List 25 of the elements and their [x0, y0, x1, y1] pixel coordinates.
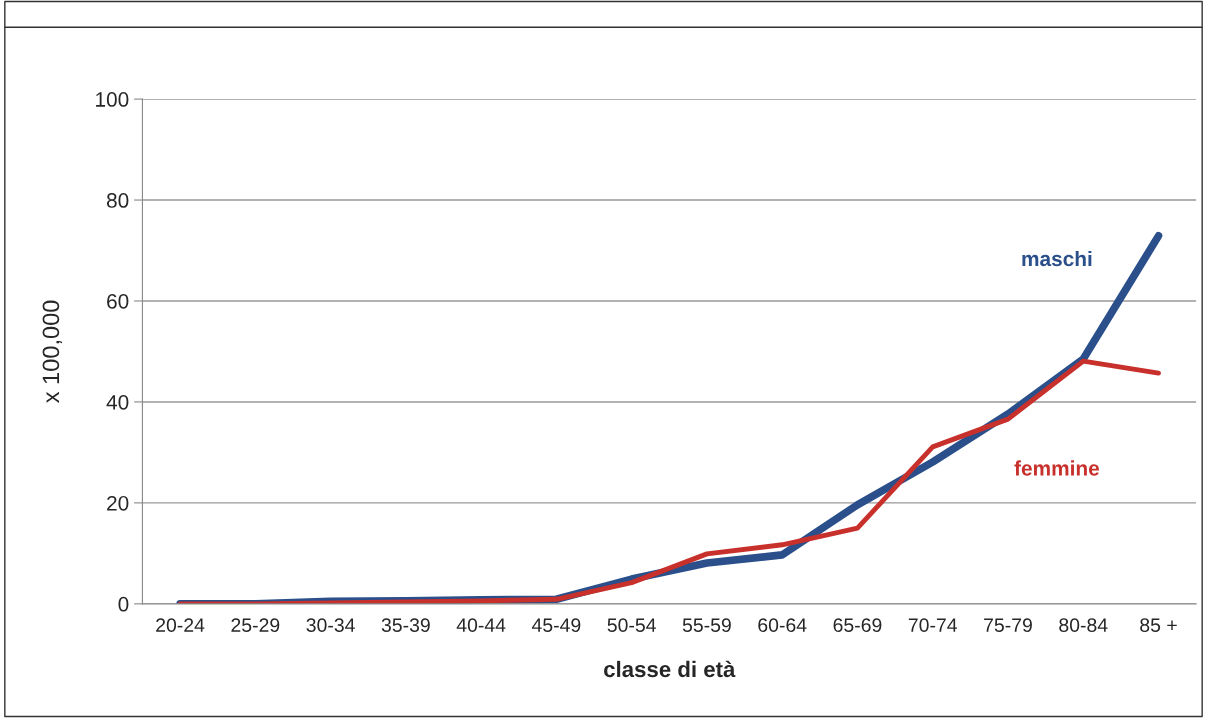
x-tick-label: 65-69: [833, 618, 882, 633]
x-tick-label: 40-44: [456, 618, 506, 633]
y-tick-label: 60: [107, 293, 129, 309]
x-tick-label: 80-84: [1059, 618, 1108, 633]
x-tick-label: 55-59: [682, 618, 731, 633]
y-tick-label: 0: [118, 596, 129, 612]
x-tick-label: 30-34: [306, 618, 355, 633]
y-tick-label: 20: [107, 495, 129, 511]
x-tick-label: 75-79: [984, 618, 1032, 633]
series-label: maschi: [1022, 250, 1092, 267]
x-tick-label: 20-24: [156, 618, 205, 633]
y-tick-label: 80: [106, 193, 129, 208]
x-tick-label: 70-74: [908, 618, 958, 633]
x-axis-title: classe di età: [604, 660, 736, 678]
x-tick-label: 35-39: [381, 618, 430, 633]
series-label: femmine: [1014, 460, 1100, 476]
x-tick-label: 60-64: [758, 618, 807, 633]
x-tick-label: 85 +: [1140, 618, 1177, 633]
line-series: [177, 358, 1161, 604]
y-axis-title: x 100,000: [42, 300, 63, 404]
x-tick-label: 25-29: [231, 618, 280, 633]
y-tick-label: 100: [96, 92, 129, 107]
x-tick-label: 45-49: [531, 618, 581, 633]
x-tick-label: 50-54: [607, 618, 656, 633]
y-tick-label: 40: [106, 394, 129, 410]
